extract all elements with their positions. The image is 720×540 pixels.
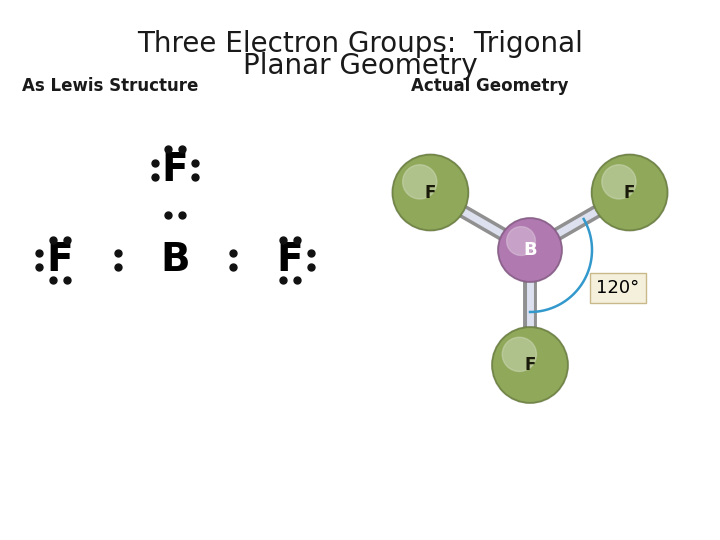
Text: F: F [162,151,189,189]
Text: Three Electron Groups:  Trigonal: Three Electron Groups: Trigonal [137,30,583,58]
Text: B: B [523,241,537,259]
Text: Planar Geometry: Planar Geometry [243,52,477,80]
Text: Actual Geometry: Actual Geometry [411,77,569,95]
Circle shape [492,327,568,403]
Text: 120°: 120° [596,279,639,297]
Text: F: F [624,184,635,201]
Circle shape [592,154,667,231]
Text: F: F [47,241,73,279]
Text: F: F [276,241,303,279]
Circle shape [498,218,562,282]
Text: As Lewis Structure: As Lewis Structure [22,77,198,95]
Circle shape [602,165,636,199]
Circle shape [392,154,469,231]
Circle shape [503,338,536,372]
Circle shape [507,227,536,255]
Text: B: B [160,241,190,279]
Text: F: F [425,184,436,201]
Circle shape [402,165,437,199]
Text: F: F [524,356,536,374]
